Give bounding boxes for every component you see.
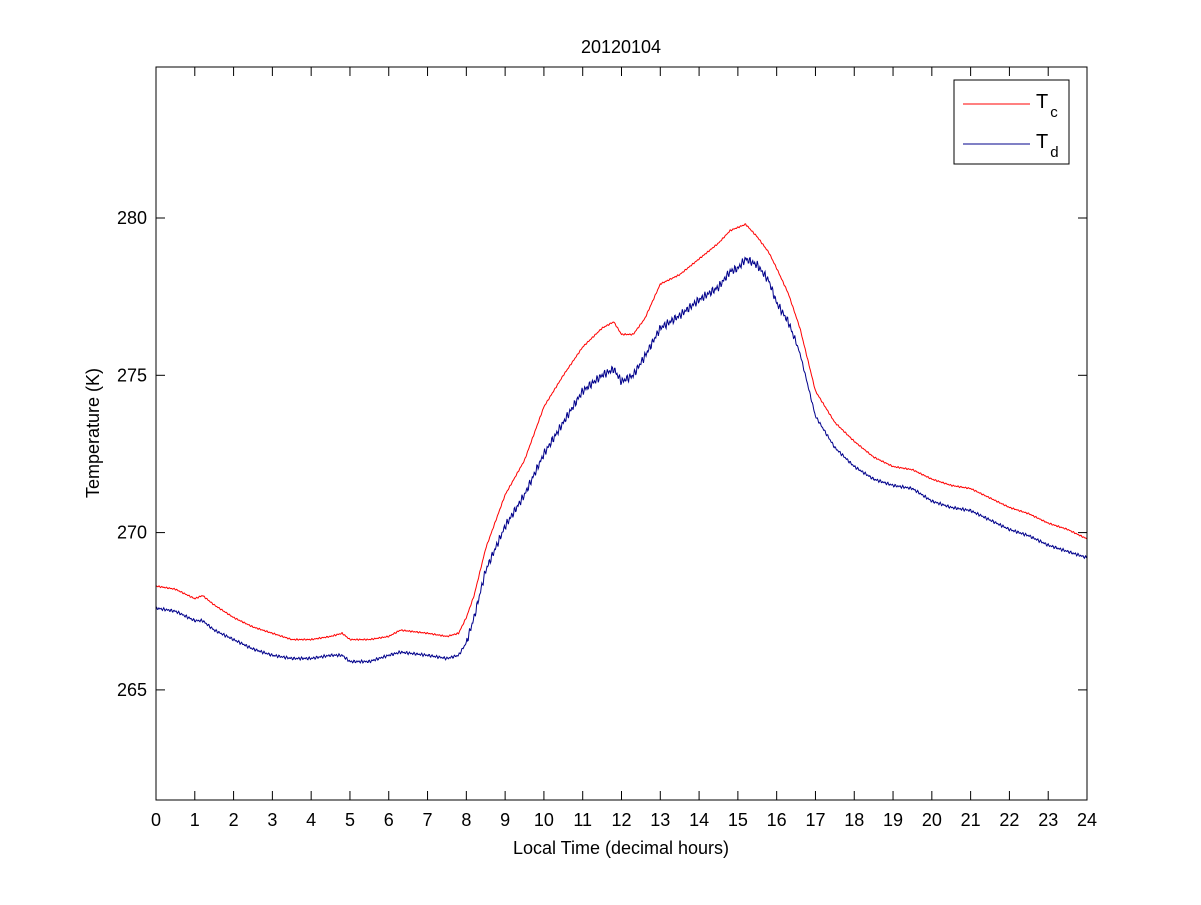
series-line-c [155, 223, 1088, 642]
x-tick-label: 4 [306, 810, 316, 830]
x-tick-label: 2 [229, 810, 239, 830]
x-tick-label: 13 [650, 810, 670, 830]
x-tick-label: 23 [1038, 810, 1058, 830]
x-tick-label: 19 [883, 810, 903, 830]
x-tick-label: 14 [689, 810, 709, 830]
x-tick-label: 5 [345, 810, 355, 830]
x-tick-label: 11 [573, 810, 592, 830]
y-axis-label: Temperature (K) [83, 368, 103, 498]
x-tick-label: 8 [461, 810, 471, 830]
x-tick-label: 21 [961, 810, 981, 830]
series-layer [155, 223, 1088, 664]
y-tick-label: 280 [117, 208, 147, 228]
series-line-d [155, 256, 1088, 664]
y-tick-label: 265 [117, 680, 147, 700]
x-tick-label: 10 [534, 810, 554, 830]
x-tick-label: 17 [805, 810, 825, 830]
legend-box [953, 79, 1070, 165]
x-axis-label: Local Time (decimal hours) [513, 838, 729, 858]
x-tick-label: 24 [1077, 810, 1097, 830]
x-tick-label: 15 [728, 810, 748, 830]
y-tick-label: 270 [117, 523, 147, 543]
x-tick-label: 22 [999, 810, 1019, 830]
x-tick-label: 16 [767, 810, 787, 830]
x-tick-label: 9 [500, 810, 510, 830]
y-tick-label: 275 [117, 365, 147, 385]
x-tick-label: 7 [423, 810, 433, 830]
tick-layer: 0 1 2 3 4 5 6 7 8 9 10 11 12 13 14 15 16 17 18 19 20 21 22 23 24… [117, 67, 1097, 830]
x-tick-label: 12 [611, 810, 631, 830]
x-tick-label: 1 [190, 810, 200, 830]
x-tick-label: 3 [267, 810, 277, 830]
x-tick-label: 0 [151, 810, 161, 830]
legend-subscript: c [1050, 104, 1058, 121]
legend-subscript: d [1050, 144, 1058, 161]
chart-title: 20120104 [581, 37, 661, 57]
x-tick-label: 18 [844, 810, 864, 830]
x-tick-label: 6 [384, 810, 394, 830]
x-tick-label: 20 [922, 810, 942, 830]
